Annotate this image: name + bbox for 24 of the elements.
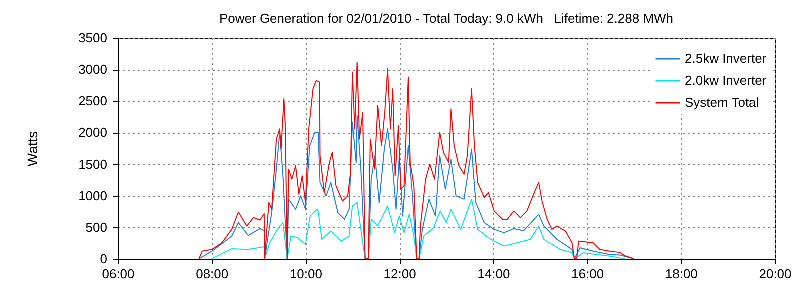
y-tick-label: 1500 [78,156,108,172]
legend-label: System Total [685,95,760,110]
chart-title: Power Generation for 02/01/2010 - Total Today: 9.0 kWh Lifetime: 2.288 MWh [219,11,674,26]
y-tick-label: 3000 [78,62,108,78]
legend-label: 2.0kw Inverter [685,73,768,88]
line-series [198,62,635,260]
y-tick-label: 2000 [78,125,108,140]
y-tick-label: 500 [86,220,108,235]
x-tick-label: 12:00 [384,266,416,282]
x-tick-label: 18:00 [665,266,698,282]
line-series [198,115,635,260]
y-axis-title: Watts [24,131,41,167]
legend-label: 2.5kw Inverter [685,51,768,66]
y-tick-label: 1000 [78,188,108,204]
x-tick-label: 20:00 [759,266,792,282]
x-tick-label: 10:00 [290,266,322,282]
x-tick-label: 16:00 [572,266,604,282]
y-tick-label: 2500 [78,94,108,109]
line-series [211,198,626,260]
y-tick-label: 3500 [78,30,108,46]
x-tick-label: 06:00 [102,266,135,282]
y-tick-label: 0 [100,252,108,266]
x-tick-label: 08:00 [196,266,229,282]
x-tick-label: 14:00 [478,266,510,282]
